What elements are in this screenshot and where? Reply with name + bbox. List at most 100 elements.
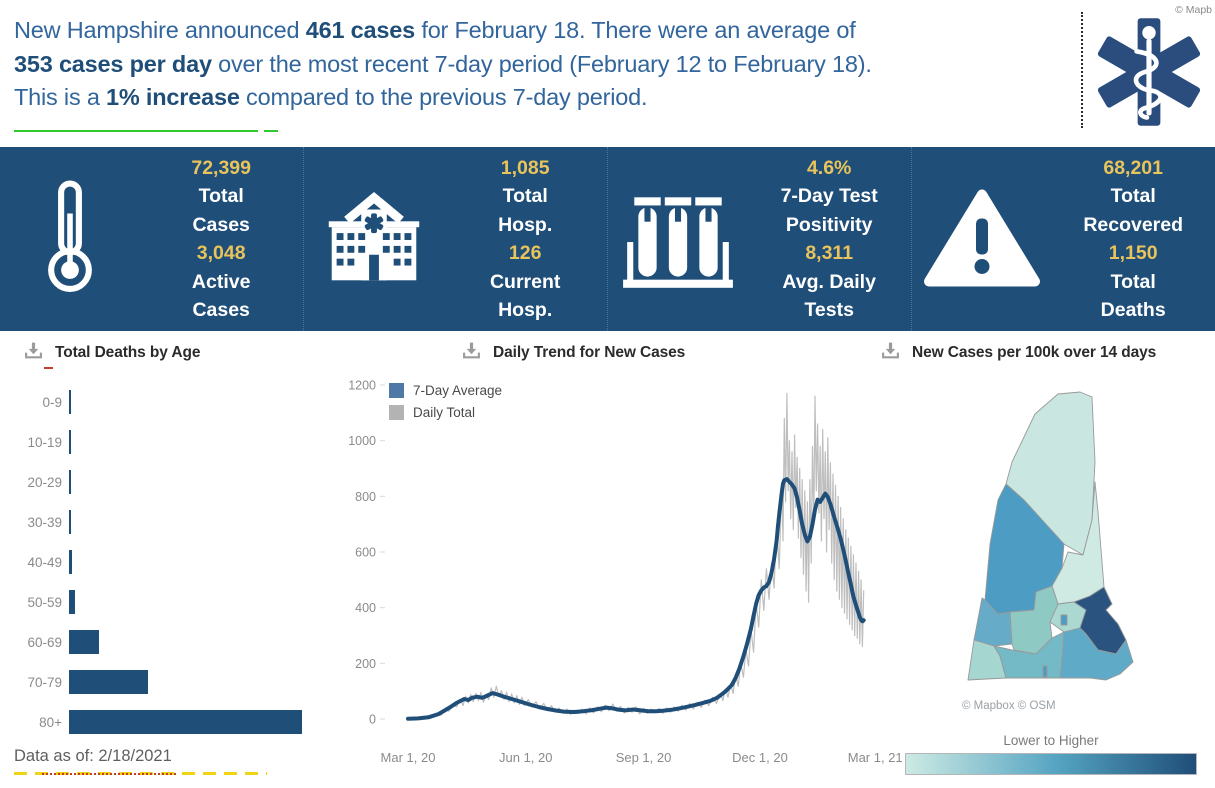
deaths-bar-row: 70-79 (6, 662, 328, 702)
total-deaths-label-2: Deaths (1100, 299, 1166, 321)
current-hosp-label-2: Hosp. (498, 299, 553, 321)
deaths-bar[interactable] (69, 430, 71, 454)
deaths-chart-title: Total Deaths by Age (55, 344, 201, 361)
y-tick-label: 0 (369, 713, 376, 727)
trend-chart-title: Daily Trend for New Cases (493, 344, 686, 361)
trend-series (406, 392, 866, 721)
red-dash-artifact (44, 367, 53, 369)
total-cases-label-1: Total (198, 185, 244, 207)
map-credit-top: © Mapb (1175, 4, 1212, 16)
deaths-bar[interactable] (69, 630, 100, 654)
thermometer-icon (0, 178, 139, 300)
total-recovered-label-2: Recovered (1083, 213, 1184, 236)
deaths-bar[interactable] (69, 550, 72, 574)
total-recovered-label-1: Total (1110, 185, 1156, 207)
legend-item[interactable]: Daily Total (389, 401, 502, 423)
test-positivity-label-1: 7-Day Test (780, 185, 878, 207)
legend-label: Daily Total (413, 404, 476, 420)
daily-trend-chart[interactable]: 0 200 400 600 800 1000 1200 Mar 1, 20 Jun 1, 20… (330, 370, 910, 770)
gradient-legend-label: Lower to Higher (1003, 733, 1099, 748)
red-dotted-artifact (42, 773, 178, 775)
series-daily-total[interactable] (409, 392, 865, 720)
stat-card-hospitalizations[interactable]: 1,085 Total Hosp. 126 Current Hosp. (303, 147, 607, 331)
total-cases-label-2: Cases (192, 213, 250, 236)
county-west[interactable] (973, 597, 1013, 647)
test-positivity-value: 4.6% (806, 156, 852, 179)
summary-stats-bar: 72,399 Total Cases 3,048 Active Cases (0, 147, 1215, 331)
test-tubes-icon (608, 181, 747, 297)
county-southeast[interactable] (1059, 627, 1134, 681)
lake-sliver-2 (1060, 614, 1068, 626)
total-deaths-label-1: Total (1110, 270, 1156, 293)
total-recovered-value: 68,201 (1103, 156, 1163, 179)
y-tick-label: 600 (355, 546, 376, 560)
deaths-bar-row: 0-9 (6, 382, 328, 422)
deaths-bar-row: 80+ (6, 702, 328, 742)
legend-item[interactable]: 7-Day Average (389, 379, 502, 401)
x-tick-label: Jun 1, 20 (499, 750, 553, 765)
x-tick-label: Mar 1, 20 (381, 750, 436, 765)
deaths-bar[interactable] (69, 590, 75, 614)
download-icon[interactable] (462, 342, 481, 364)
headline-highlight: 1% increase (106, 84, 240, 110)
hospital-icon (304, 185, 443, 293)
age-group-label: 40-49 (27, 554, 62, 570)
current-hosp-value: 126 (508, 242, 542, 264)
active-cases-value: 3,048 (196, 242, 246, 264)
legend-swatch (389, 382, 404, 398)
map-attribution: © Mapbox © OSM (962, 700, 1056, 712)
avg-daily-tests-label-2: Tests (804, 299, 854, 321)
headline-highlight: 461 cases (305, 17, 416, 43)
deaths-bar-chart: 0-9 10-19 20-29 30-39 40-49 50-59 60-69 70-79 80… (6, 382, 328, 742)
deaths-bar[interactable] (69, 470, 71, 494)
age-group-label: 20-29 (27, 474, 62, 490)
age-group-label: 0-9 (42, 394, 62, 410)
test-positivity-label-2: Positivity (785, 213, 873, 236)
map-title: New Cases per 100k over 14 days (912, 344, 1157, 361)
county-southwest[interactable] (967, 639, 1007, 681)
y-tick-label: 200 (355, 657, 376, 671)
trend-x-axis: Mar 1, 20 Jun 1, 20 Sep 1, 20 Dec 1, 20 Mar … (381, 750, 903, 765)
headline-text: compared to the previous 7-day period. (239, 84, 648, 110)
avg-daily-tests-label-1: Avg. Daily (782, 270, 876, 293)
lake-sliver (1042, 665, 1048, 678)
warning-triangle-icon (912, 184, 1051, 294)
total-hosp-label-1: Total (502, 185, 548, 207)
active-cases-label-2: Cases (192, 299, 250, 321)
age-group-label: 70-79 (27, 674, 62, 690)
download-icon[interactable] (24, 342, 43, 364)
total-hosp-value: 1,085 (500, 156, 550, 179)
total-hosp-label-2: Hosp. (498, 213, 553, 236)
x-tick-label: Dec 1, 20 (732, 750, 788, 765)
download-icon[interactable] (881, 342, 900, 364)
y-tick-label: 1000 (348, 434, 376, 448)
deaths-bar[interactable] (69, 710, 302, 734)
age-group-label: 60-69 (27, 634, 62, 650)
x-tick-label: Mar 1, 21 (848, 750, 903, 765)
data-as-of-label: Data as of: 2/18/2021 (14, 747, 172, 765)
deaths-bar-row: 40-49 (6, 542, 328, 582)
gradient-legend-bar[interactable] (905, 753, 1197, 775)
y-tick-label: 800 (355, 490, 376, 504)
age-group-label: 30-39 (27, 514, 62, 530)
age-group-label: 50-59 (27, 594, 62, 610)
age-group-label: 10-19 (27, 434, 62, 450)
trend-legend: 7-Day Average Daily Total (389, 379, 502, 423)
y-tick-label: 400 (355, 601, 376, 615)
legend-swatch (389, 404, 404, 420)
stat-card-cases[interactable]: 72,399 Total Cases 3,048 Active Cases (0, 147, 303, 331)
y-tick-label: 1200 (348, 379, 376, 393)
headline-text: New Hampshire announced (14, 17, 306, 43)
deaths-bar[interactable] (69, 670, 149, 694)
star-of-life-icon (1090, 10, 1208, 134)
headline-text: over the most recent 7-day period (Febru… (211, 50, 872, 77)
avg-daily-tests-value: 8,311 (805, 242, 854, 264)
series-7-day-average[interactable] (406, 477, 866, 721)
stat-card-outcomes[interactable]: 68,201 Total Recovered 1,150 Total Death… (911, 147, 1215, 331)
stat-card-testing[interactable]: 4.6% 7-Day Test Positivity 8,311 Avg. Da… (607, 147, 911, 331)
deaths-bar-row: 60-69 (6, 622, 328, 662)
deaths-bar-row: 50-59 (6, 582, 328, 622)
deaths-bar[interactable] (69, 510, 71, 534)
deaths-bar[interactable] (69, 390, 71, 414)
